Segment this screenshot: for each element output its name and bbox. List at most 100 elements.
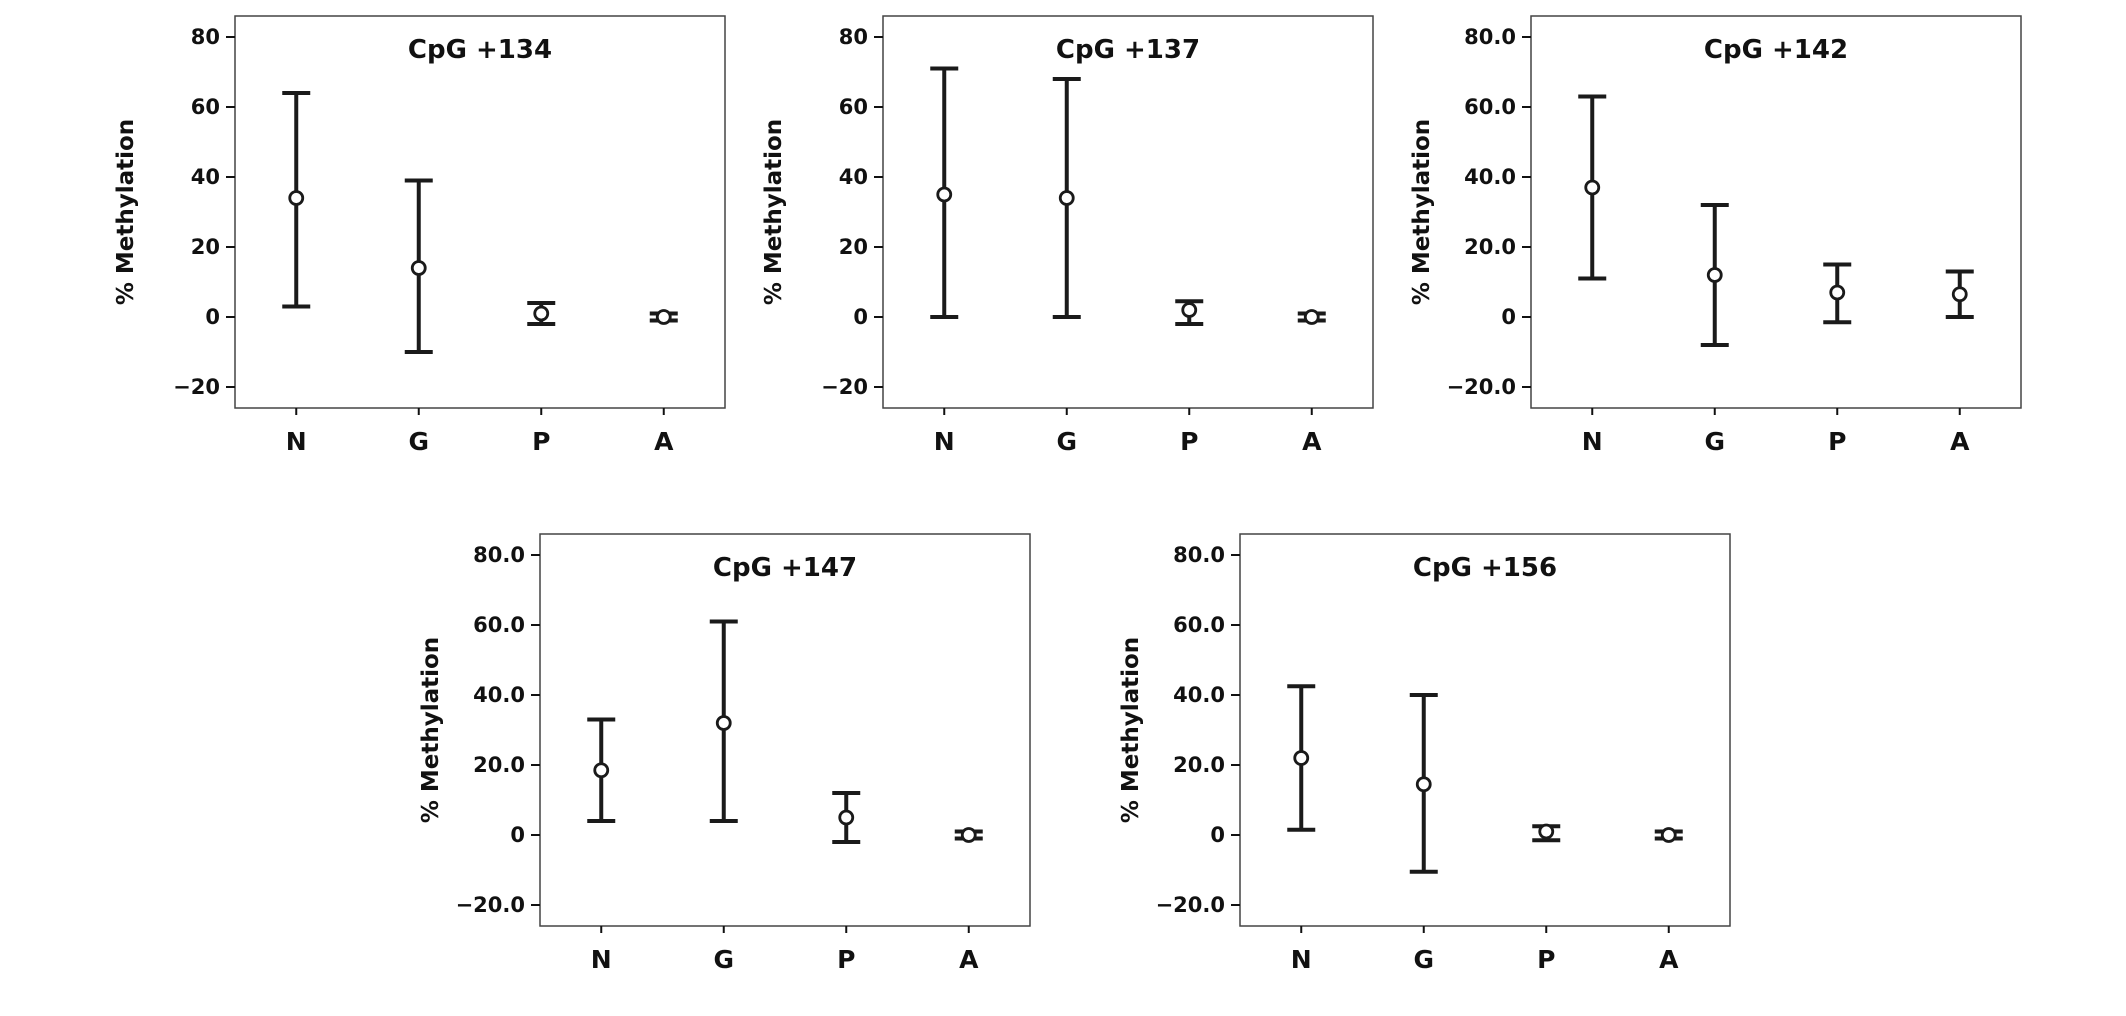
chart-cpg-134: CpG +134 % Methylation 80 60 40 20 0 −20 N G P A xyxy=(95,0,743,470)
chart-cpg-147: CpG +147 % Methylation 80.0 60.0 40.0 20.0 0 −2… xyxy=(400,518,1048,988)
y-tick-label: 20.0 xyxy=(1464,235,1516,259)
y-axis-label: % Methylation xyxy=(1409,119,1435,305)
x-tick-label: P xyxy=(532,427,550,456)
y-tick-label: 80 xyxy=(839,25,868,49)
mean-marker xyxy=(533,305,550,322)
y-tick-label: 40 xyxy=(191,165,220,189)
error-bar xyxy=(649,309,678,325)
error-bar xyxy=(1052,77,1081,319)
x-tick-label: P xyxy=(837,945,855,974)
y-tick-label: 20.0 xyxy=(1173,753,1225,777)
error-bar xyxy=(1654,827,1683,843)
y-tick-label: 0 xyxy=(205,305,220,329)
chart-title: CpG +147 xyxy=(713,553,857,583)
x-tick-label: G xyxy=(1704,427,1725,456)
x-tick-label: G xyxy=(1056,427,1077,456)
chart-title: CpG +142 xyxy=(1704,35,1848,65)
x-tick-label: G xyxy=(713,945,734,974)
y-tick-label: 40 xyxy=(839,165,868,189)
x-tick-label: N xyxy=(286,427,307,456)
mean-marker xyxy=(1058,190,1075,206)
plot-border xyxy=(1530,15,2022,409)
error-bar xyxy=(1297,309,1326,325)
x-tick-label: A xyxy=(654,427,674,456)
chart-svg: CpG +147 % Methylation 80.0 60.0 40.0 20.0 0 −2… xyxy=(418,533,1031,974)
y-axis-label: % Methylation xyxy=(418,637,444,823)
mean-marker xyxy=(1706,267,1723,283)
y-tick-label: 80.0 xyxy=(473,543,525,567)
error-bar xyxy=(282,91,311,309)
chart-title: CpG +156 xyxy=(1413,553,1557,583)
chart-svg: CpG +134 % Methylation 80 60 40 20 0 −20 N G P A xyxy=(113,15,726,456)
x-tick-label: A xyxy=(1950,427,1970,456)
error-bar xyxy=(1287,684,1316,832)
error-bar xyxy=(832,791,861,844)
y-tick-label: 0 xyxy=(1501,305,1516,329)
error-bar xyxy=(930,66,959,319)
error-bar xyxy=(1532,823,1561,843)
plot-border xyxy=(882,15,1374,409)
chart-svg: CpG +137 % Methylation 80 60 40 20 0 −20 N G P A xyxy=(761,15,1374,456)
chart-svg: CpG +156 % Methylation 80.0 60.0 40.0 20.0 0 −2… xyxy=(1118,533,1731,974)
y-tick-label: −20.0 xyxy=(1156,893,1225,917)
mean-marker xyxy=(1660,827,1677,843)
mean-marker xyxy=(838,809,855,826)
mean-marker xyxy=(1538,823,1555,840)
x-tick-label: P xyxy=(1828,427,1846,456)
x-tick-label: P xyxy=(1180,427,1198,456)
mean-marker xyxy=(715,715,732,731)
mean-marker xyxy=(1415,776,1432,793)
y-tick-label: 20 xyxy=(839,235,868,259)
x-tick-label: N xyxy=(934,427,955,456)
mean-marker xyxy=(1293,750,1310,766)
error-bar xyxy=(1578,94,1607,281)
x-tick-label: A xyxy=(1302,427,1322,456)
x-tick-label: N xyxy=(1291,945,1312,974)
mean-marker xyxy=(1181,302,1198,318)
y-tick-label: −20.0 xyxy=(456,893,525,917)
y-tick-label: 60.0 xyxy=(1464,95,1516,119)
chart-title: CpG +134 xyxy=(408,35,552,65)
y-tick-label: 0 xyxy=(510,823,525,847)
chart-cpg-137: CpG +137 % Methylation 80 60 40 20 0 −20 N G P A xyxy=(743,0,1391,470)
chart-cpg-142: CpG +142 % Methylation 80.0 60.0 40.0 20.0 0 −2… xyxy=(1391,0,2039,470)
mean-marker xyxy=(288,190,305,206)
mean-marker xyxy=(1584,179,1601,196)
y-tick-label: 60.0 xyxy=(473,613,525,637)
chart-svg: CpG +142 % Methylation 80.0 60.0 40.0 20.0 0 −2… xyxy=(1409,15,2022,456)
y-tick-label: 80 xyxy=(191,25,220,49)
y-tick-label: −20.0 xyxy=(1447,375,1516,399)
error-bar xyxy=(1409,693,1438,874)
y-tick-label: 60 xyxy=(839,95,868,119)
mean-marker xyxy=(1829,284,1846,301)
y-tick-label: 40.0 xyxy=(473,683,525,707)
error-bar xyxy=(954,827,983,843)
y-tick-label: 40.0 xyxy=(1173,683,1225,707)
error-bar xyxy=(1175,299,1204,326)
chart-title: CpG +137 xyxy=(1056,35,1200,65)
y-tick-label: 20 xyxy=(191,235,220,259)
x-tick-label: A xyxy=(959,945,979,974)
chart-cpg-156: CpG +156 % Methylation 80.0 60.0 40.0 20.0 0 −2… xyxy=(1100,518,1748,988)
error-bar xyxy=(527,301,556,326)
plot-border xyxy=(1239,533,1731,927)
mean-marker xyxy=(936,186,953,203)
x-tick-label: A xyxy=(1659,945,1679,974)
y-tick-label: 0 xyxy=(853,305,868,329)
mean-marker xyxy=(960,827,977,843)
y-tick-label: 40.0 xyxy=(1464,165,1516,189)
y-tick-label: 80.0 xyxy=(1173,543,1225,567)
mean-marker xyxy=(593,762,610,779)
x-tick-label: N xyxy=(591,945,612,974)
chart-row-bottom: CpG +147 % Methylation 80.0 60.0 40.0 20.0 0 −2… xyxy=(0,518,2126,988)
y-tick-label: 0 xyxy=(1210,823,1225,847)
y-axis-label: % Methylation xyxy=(761,119,787,305)
mean-marker xyxy=(655,309,672,325)
x-tick-label: N xyxy=(1582,427,1603,456)
error-bar xyxy=(1823,262,1852,325)
y-tick-label: 60 xyxy=(191,95,220,119)
y-tick-label: −20 xyxy=(821,375,868,399)
y-axis-label: % Methylation xyxy=(1118,637,1144,823)
x-tick-label: P xyxy=(1537,945,1555,974)
